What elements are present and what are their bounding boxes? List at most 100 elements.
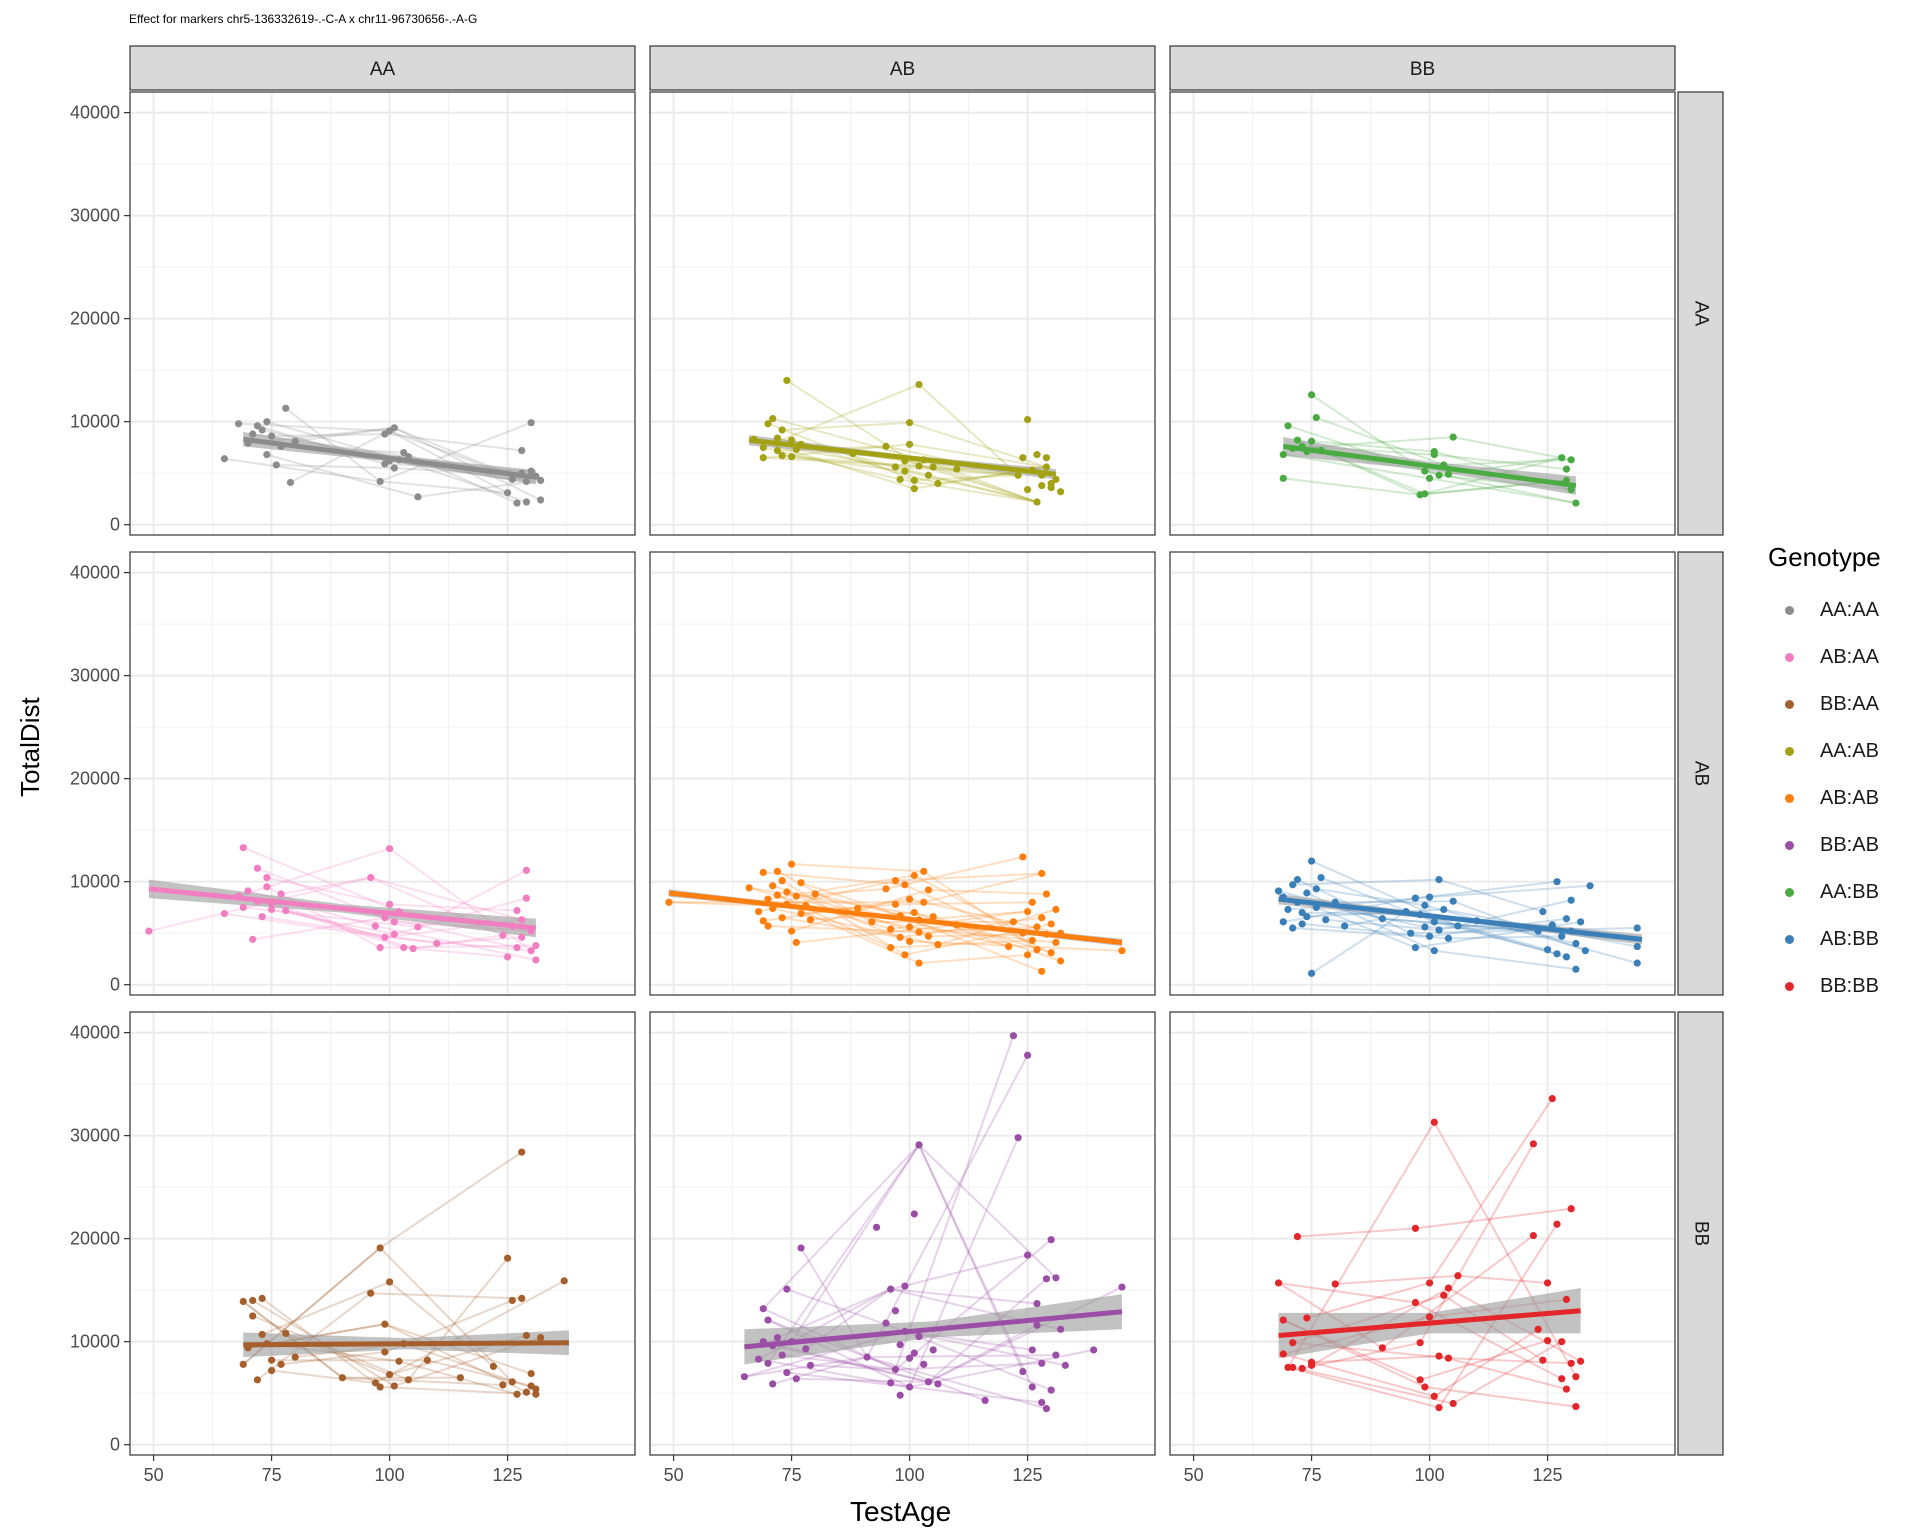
data-point <box>1052 938 1060 947</box>
legend-item: BB:AB <box>1768 822 1881 869</box>
data-point <box>1421 1383 1429 1391</box>
data-point <box>518 1148 526 1156</box>
y-tick-label: 10000 <box>70 872 120 892</box>
data-point <box>1633 942 1641 951</box>
x-tick-label: 100 <box>375 1465 405 1485</box>
data-point <box>1289 1363 1297 1372</box>
trend-line <box>748 437 1057 477</box>
data-point <box>385 1371 394 1379</box>
data-point <box>522 894 531 902</box>
data-point <box>1307 391 1316 399</box>
data-point <box>258 1294 266 1303</box>
legend-swatch <box>1785 747 1794 756</box>
data-point <box>456 1374 464 1382</box>
data-point <box>1567 896 1575 904</box>
x-tick-label: 125 <box>1533 1465 1563 1485</box>
data-point <box>1435 1352 1443 1360</box>
data-point <box>905 923 914 931</box>
data-point <box>1529 1140 1538 1148</box>
data-point <box>1440 905 1448 914</box>
data-point <box>769 882 777 890</box>
data-point <box>1038 967 1046 975</box>
data-point <box>1279 1316 1287 1324</box>
data-point <box>253 422 262 430</box>
panel-border <box>129 1011 636 1456</box>
data-point <box>234 420 243 428</box>
data-point <box>901 881 909 889</box>
data-point <box>1586 882 1594 890</box>
y-tick-label: 20000 <box>70 1229 120 1249</box>
data-point <box>773 891 782 899</box>
data-point <box>267 905 276 914</box>
data-point <box>1047 1386 1055 1394</box>
data-point <box>527 1370 535 1378</box>
data-point <box>508 475 516 483</box>
data-point <box>953 465 961 473</box>
data-point <box>1543 1279 1552 1287</box>
data-point <box>1411 944 1420 952</box>
data-point <box>249 1296 257 1305</box>
data-point <box>390 424 398 432</box>
legend-label: BB:BB <box>1820 975 1879 997</box>
data-point <box>527 947 535 955</box>
data-point <box>1023 907 1032 916</box>
data-point <box>924 932 933 940</box>
legend-label: AA:AA <box>1820 599 1879 621</box>
data-point <box>806 916 815 924</box>
data-point <box>792 1375 800 1383</box>
panel-background <box>130 1012 635 1455</box>
data-point <box>778 452 786 460</box>
data-point <box>910 476 918 484</box>
data-point <box>1572 965 1580 973</box>
data-point <box>537 1333 545 1342</box>
panel-border <box>1169 551 1676 996</box>
data-point <box>1562 953 1571 961</box>
data-point <box>527 419 535 427</box>
data-point <box>1009 918 1018 926</box>
data-point <box>532 941 540 950</box>
panel-border <box>129 551 636 996</box>
data-point <box>891 1365 900 1374</box>
data-point <box>263 451 271 459</box>
data-point <box>371 922 380 930</box>
data-point <box>277 1360 285 1368</box>
data-point <box>1543 946 1552 954</box>
data-point <box>267 1356 276 1364</box>
data-point <box>797 910 805 918</box>
data-point <box>1023 486 1032 494</box>
data-point <box>1298 1364 1306 1373</box>
data-point <box>1421 467 1429 475</box>
data-point <box>1435 471 1443 479</box>
data-point <box>1430 918 1438 926</box>
data-point <box>537 476 545 484</box>
data-point <box>915 380 923 389</box>
data-point <box>1052 1274 1060 1282</box>
trend-line <box>1278 896 1643 942</box>
legend-item: AA:AB <box>1768 728 1881 775</box>
data-point <box>1023 951 1032 959</box>
data-point <box>1033 1321 1041 1329</box>
data-point <box>934 479 942 488</box>
y-tick-label: 0 <box>110 515 120 535</box>
data-point <box>806 1361 815 1369</box>
y-tick-label: 0 <box>110 975 120 995</box>
data-point <box>924 886 933 894</box>
data-point <box>759 917 767 925</box>
data-point <box>887 925 895 933</box>
data-point <box>1028 1346 1036 1354</box>
data-point <box>1019 454 1027 462</box>
facet-strip-row-label: AA <box>1690 301 1711 327</box>
data-point <box>1444 470 1453 478</box>
data-point <box>1411 894 1420 902</box>
trend-line <box>668 890 1123 945</box>
data-point <box>1444 1284 1453 1292</box>
data-point <box>1421 923 1429 931</box>
data-point <box>1303 889 1311 897</box>
trend-line <box>242 436 537 480</box>
data-point <box>1425 1313 1434 1321</box>
y-tick-label: 30000 <box>70 666 120 686</box>
data-point <box>1322 916 1330 924</box>
data-point <box>929 463 937 471</box>
x-tick-label: 125 <box>1013 1465 1043 1485</box>
